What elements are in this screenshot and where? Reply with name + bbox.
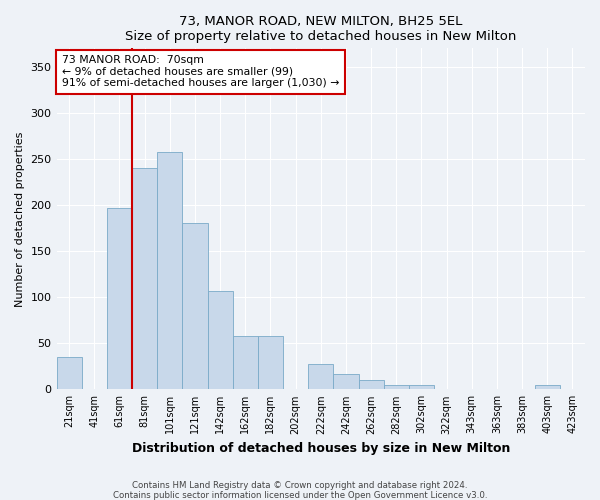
Bar xyxy=(409,384,434,390)
Bar xyxy=(334,374,359,390)
Bar xyxy=(535,384,560,390)
Bar xyxy=(208,290,233,390)
Bar xyxy=(308,364,334,390)
Bar xyxy=(132,168,157,390)
Text: Contains HM Land Registry data © Crown copyright and database right 2024.: Contains HM Land Registry data © Crown c… xyxy=(132,480,468,490)
Bar xyxy=(182,224,208,390)
Bar xyxy=(157,152,182,390)
Y-axis label: Number of detached properties: Number of detached properties xyxy=(15,131,25,306)
Bar xyxy=(359,380,383,390)
Title: 73, MANOR ROAD, NEW MILTON, BH25 5EL
Size of property relative to detached house: 73, MANOR ROAD, NEW MILTON, BH25 5EL Siz… xyxy=(125,15,517,43)
Bar xyxy=(258,336,283,390)
Text: 73 MANOR ROAD:  70sqm
← 9% of detached houses are smaller (99)
91% of semi-detac: 73 MANOR ROAD: 70sqm ← 9% of detached ho… xyxy=(62,55,339,88)
Bar xyxy=(56,357,82,390)
Text: Contains public sector information licensed under the Open Government Licence v3: Contains public sector information licen… xyxy=(113,490,487,500)
Bar xyxy=(383,384,409,390)
Bar xyxy=(107,208,132,390)
Bar xyxy=(233,336,258,390)
X-axis label: Distribution of detached houses by size in New Milton: Distribution of detached houses by size … xyxy=(131,442,510,455)
